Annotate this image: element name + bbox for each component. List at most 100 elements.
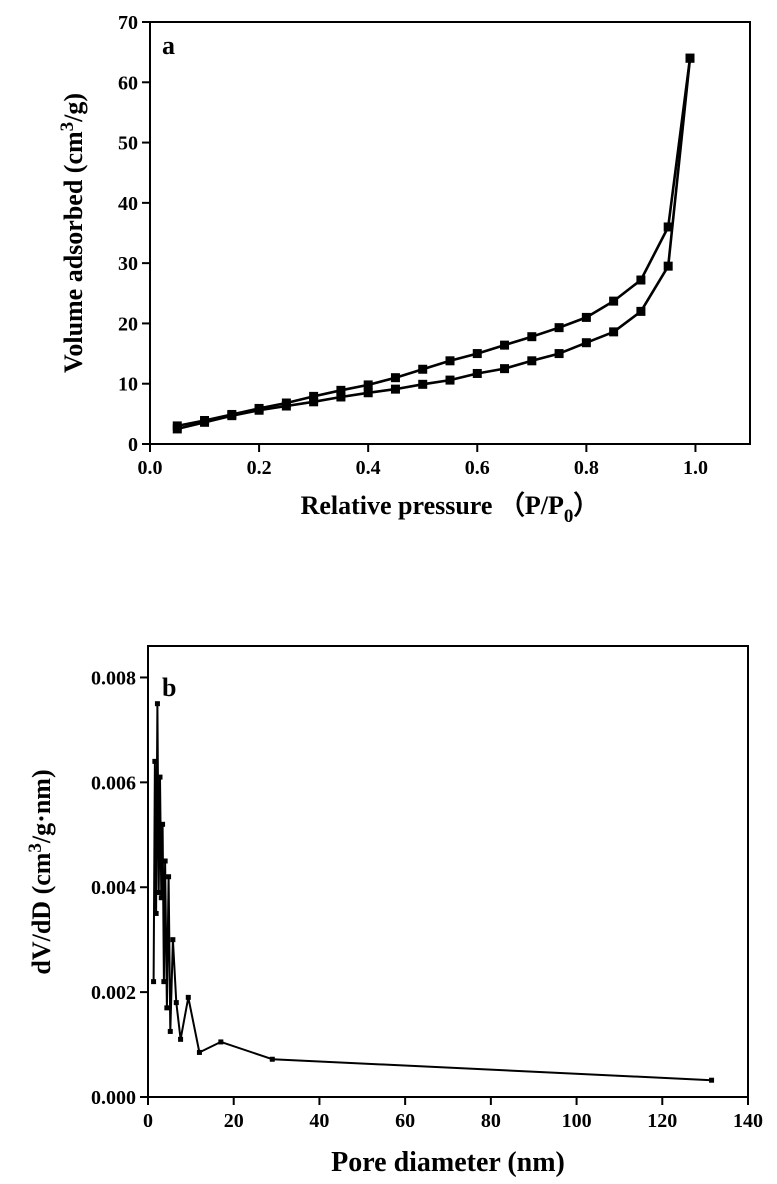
data-point-marker [173, 1000, 179, 1006]
data-point-marker [663, 222, 673, 232]
data-point-marker [153, 910, 159, 916]
data-point-marker [445, 375, 455, 385]
data-point-marker [167, 1028, 173, 1034]
data-point-marker [166, 874, 172, 880]
y-tick-label: 0.004 [91, 877, 136, 899]
y-tick-label: 0 [128, 434, 138, 456]
y-tick-label: 60 [118, 72, 138, 94]
data-point-marker [363, 388, 373, 398]
data-point-marker [554, 349, 564, 359]
x-axis-title-a: Relative pressure （P/P0） [301, 491, 600, 527]
data-point-marker [418, 379, 428, 389]
y-tick-label: 40 [118, 193, 138, 215]
chart-panel-a: 0.0 0.2 0.4 0.6 0.8 1.0 0 10 20 30 40 50 60 70 a Rel… [57, 12, 751, 527]
data-point-marker [609, 296, 619, 306]
data-point-marker [636, 306, 646, 316]
data-point-marker [527, 356, 537, 366]
x-tick-label: 60 [395, 1110, 415, 1132]
data-point-marker [445, 356, 455, 366]
data-point-marker [161, 979, 167, 985]
series-group-a [172, 53, 695, 434]
data-point-marker [200, 415, 210, 425]
x-tick-label: 40 [309, 1110, 329, 1132]
x-tick-label: 0.2 [247, 457, 272, 479]
data-point-marker [157, 774, 163, 780]
series-line-a-1 [177, 58, 692, 428]
data-point-marker [218, 1039, 224, 1045]
x-tick-label: 20 [224, 1110, 244, 1132]
data-point-marker [269, 1056, 275, 1062]
data-point-marker [500, 364, 510, 374]
x-tick-label: 0 [143, 1110, 153, 1132]
x-tick-label: 120 [647, 1110, 677, 1132]
y-tick-label: 0.002 [91, 982, 136, 1004]
data-point-marker [162, 858, 168, 864]
y-axis-title-a: Volume adsorbed (cm3/g) [57, 93, 88, 373]
data-point-marker [164, 1005, 170, 1011]
series-line-a-0 [176, 58, 692, 431]
x-tick-label: 80 [481, 1110, 501, 1132]
panel-label-b: b [162, 673, 176, 702]
data-point-marker [472, 349, 482, 359]
data-point-marker [152, 758, 158, 764]
series-group-b [151, 701, 715, 1083]
data-point-marker [581, 338, 591, 348]
data-point-marker [500, 340, 510, 350]
data-point-marker [363, 380, 373, 390]
data-point-marker [554, 323, 564, 333]
data-point-marker [172, 421, 182, 431]
y-tick-label: 0.000 [91, 1087, 136, 1109]
data-point-marker [685, 53, 695, 63]
data-point-marker [156, 889, 162, 895]
y-tick-label: 10 [118, 374, 138, 396]
data-point-marker [185, 994, 191, 1000]
x-tick-label: 1.0 [683, 457, 708, 479]
x-axis-ticks-b: 0 20 40 60 80 100 120 140 [143, 1097, 763, 1132]
data-point-marker [309, 397, 319, 407]
plot-frame-a [149, 21, 751, 445]
data-point-marker [227, 409, 237, 419]
data-point-marker [472, 368, 482, 378]
data-point-marker [160, 821, 166, 827]
data-point-marker [309, 391, 319, 401]
data-point-marker [254, 403, 264, 413]
x-axis-title-b: Pore diameter (nm) [331, 1147, 565, 1178]
data-point-marker [336, 385, 346, 395]
x-tick-label: 0.8 [574, 457, 599, 479]
data-point-marker [281, 398, 291, 408]
data-point-marker [527, 332, 537, 342]
data-point-marker [390, 373, 400, 383]
data-point-marker [709, 1077, 715, 1083]
data-point-marker [151, 979, 157, 985]
chart-panel-b: 0 20 40 60 80 100 120 140 0.0000.0020.0040.0060… [25, 645, 763, 1178]
data-point-marker [418, 364, 428, 374]
data-point-marker [178, 1036, 184, 1042]
x-tick-label: 0.4 [356, 457, 381, 479]
data-point-marker [581, 312, 591, 322]
x-axis-ticks-a: 0.0 0.2 0.4 0.6 0.8 1.0 [138, 444, 708, 479]
x-tick-label: 100 [562, 1110, 592, 1132]
y-tick-label: 30 [118, 253, 138, 275]
y-axis-ticks-a: 0 10 20 30 40 50 60 70 [118, 12, 150, 456]
panel-label-a: a [162, 31, 175, 60]
y-tick-label: 0.006 [91, 772, 136, 794]
data-point-marker [390, 384, 400, 394]
x-tick-label: 140 [733, 1110, 763, 1132]
x-tick-label: 0.6 [465, 457, 490, 479]
y-tick-label: 50 [118, 133, 138, 155]
series-line-b-0 [152, 702, 712, 1082]
data-point-marker [158, 895, 164, 901]
y-axis-title-b: dV/dD (cm3/g·nm) [25, 769, 56, 974]
y-axis-ticks-b: 0.000 0.002 0.004 0.006 0.008 [91, 667, 148, 1109]
plot-frame-b [147, 645, 749, 1098]
data-point-marker [636, 275, 646, 285]
data-point-marker [170, 937, 176, 943]
y-tick-label: 70 [118, 12, 138, 34]
y-tick-label: 20 [118, 313, 138, 335]
data-point-marker [336, 392, 346, 402]
data-point-marker [609, 327, 619, 337]
data-point-marker [663, 261, 673, 271]
y-tick-label: 0.008 [91, 667, 136, 689]
x-tick-label: 0.0 [138, 457, 163, 479]
